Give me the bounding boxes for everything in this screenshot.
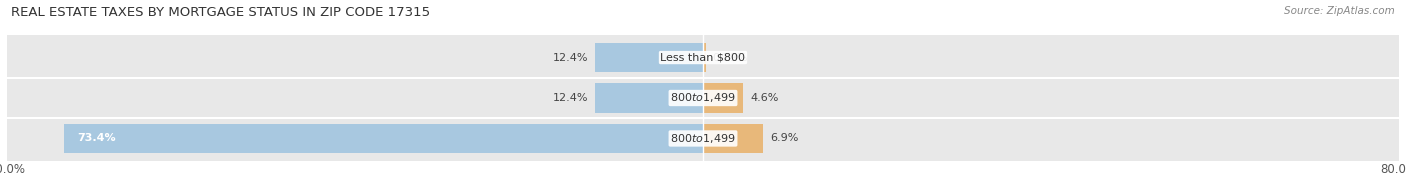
Text: REAL ESTATE TAXES BY MORTGAGE STATUS IN ZIP CODE 17315: REAL ESTATE TAXES BY MORTGAGE STATUS IN … (11, 6, 430, 19)
Text: 73.4%: 73.4% (77, 133, 117, 143)
Bar (7, 118, 1399, 159)
Text: 6.9%: 6.9% (770, 133, 799, 143)
Text: Source: ZipAtlas.com: Source: ZipAtlas.com (1284, 6, 1395, 16)
Text: 12.4%: 12.4% (553, 53, 588, 63)
Bar (703, 124, 763, 153)
Bar (595, 83, 703, 113)
Bar (703, 43, 706, 72)
Text: 12.4%: 12.4% (553, 93, 588, 103)
Bar (7, 37, 1399, 78)
Text: $800 to $1,499: $800 to $1,499 (671, 92, 735, 104)
Text: 4.6%: 4.6% (749, 93, 779, 103)
Bar (595, 43, 703, 72)
Text: $800 to $1,499: $800 to $1,499 (671, 132, 735, 145)
Text: Less than $800: Less than $800 (661, 53, 745, 63)
Text: 0.29%: 0.29% (713, 53, 748, 63)
Bar (65, 124, 703, 153)
Bar (7, 78, 1399, 118)
Bar (703, 83, 742, 113)
